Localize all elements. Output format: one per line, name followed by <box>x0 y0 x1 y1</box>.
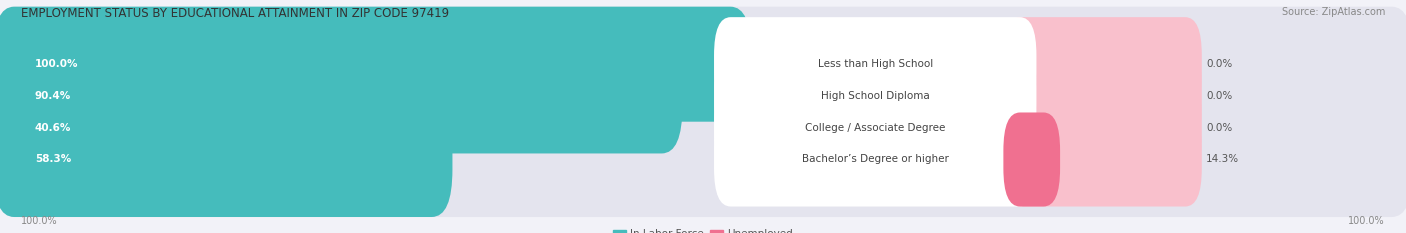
Text: 0.0%: 0.0% <box>1206 123 1232 133</box>
Text: 40.6%: 40.6% <box>35 123 72 133</box>
FancyBboxPatch shape <box>714 113 1036 206</box>
Text: College / Associate Degree: College / Associate Degree <box>806 123 945 133</box>
FancyBboxPatch shape <box>714 17 1036 111</box>
Text: High School Diploma: High School Diploma <box>821 91 929 101</box>
FancyBboxPatch shape <box>0 70 326 185</box>
FancyBboxPatch shape <box>0 102 1406 217</box>
FancyBboxPatch shape <box>0 70 1406 185</box>
Text: 100.0%: 100.0% <box>21 216 58 226</box>
Text: 90.4%: 90.4% <box>35 91 70 101</box>
Text: 58.3%: 58.3% <box>35 154 70 164</box>
FancyBboxPatch shape <box>0 38 1406 154</box>
FancyBboxPatch shape <box>1004 81 1202 175</box>
Text: 0.0%: 0.0% <box>1206 59 1232 69</box>
Text: Bachelor’s Degree or higher: Bachelor’s Degree or higher <box>801 154 949 164</box>
FancyBboxPatch shape <box>0 7 1406 122</box>
Text: 100.0%: 100.0% <box>35 59 79 69</box>
Text: EMPLOYMENT STATUS BY EDUCATIONAL ATTAINMENT IN ZIP CODE 97419: EMPLOYMENT STATUS BY EDUCATIONAL ATTAINM… <box>21 7 449 20</box>
FancyBboxPatch shape <box>1004 49 1202 143</box>
FancyBboxPatch shape <box>714 49 1036 143</box>
FancyBboxPatch shape <box>1004 17 1202 111</box>
FancyBboxPatch shape <box>1004 113 1202 206</box>
Text: 0.0%: 0.0% <box>1206 91 1232 101</box>
FancyBboxPatch shape <box>1004 113 1060 206</box>
Text: 14.3%: 14.3% <box>1206 154 1239 164</box>
Text: Source: ZipAtlas.com: Source: ZipAtlas.com <box>1281 7 1385 17</box>
Text: Less than High School: Less than High School <box>818 59 932 69</box>
FancyBboxPatch shape <box>0 7 751 122</box>
FancyBboxPatch shape <box>714 81 1036 175</box>
FancyBboxPatch shape <box>0 102 453 217</box>
Legend: In Labor Force, Unemployed: In Labor Force, Unemployed <box>613 230 793 233</box>
Text: 100.0%: 100.0% <box>1348 216 1385 226</box>
FancyBboxPatch shape <box>0 38 682 154</box>
